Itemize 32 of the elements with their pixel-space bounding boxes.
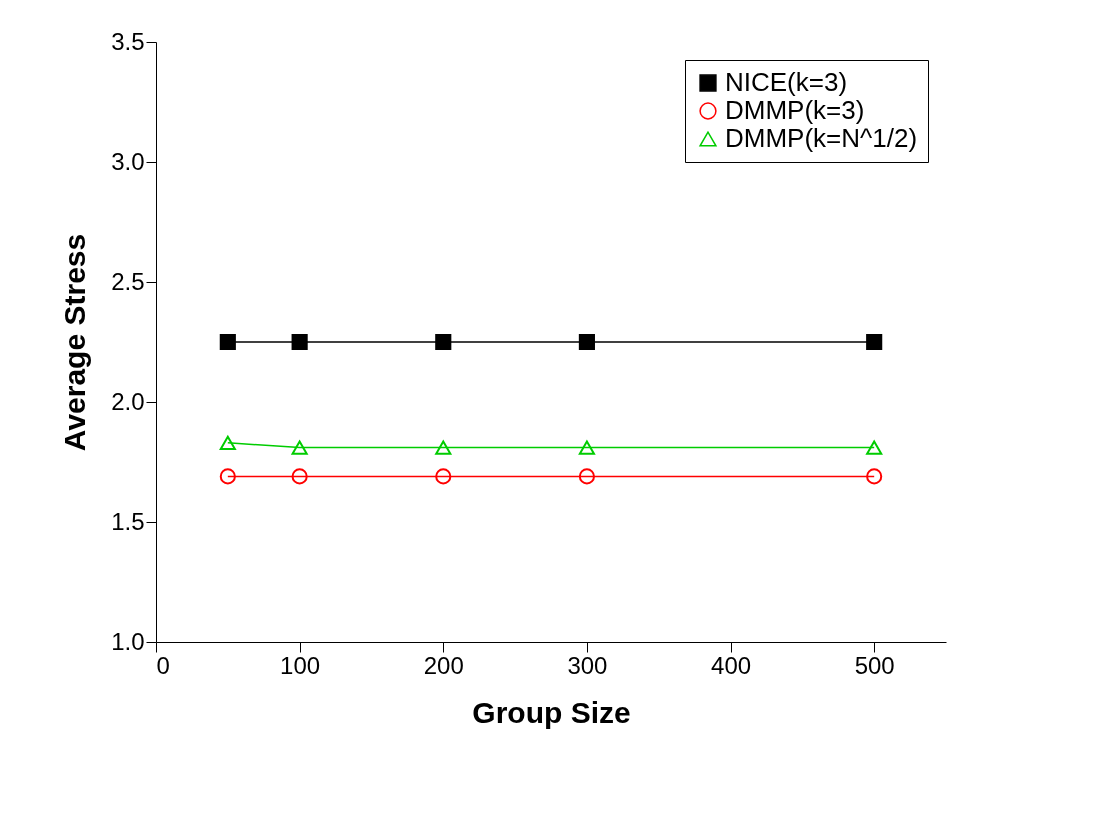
legend-label: NICE(k=3) xyxy=(725,67,848,97)
x-tick-label: 300 xyxy=(567,651,608,679)
point xyxy=(435,440,452,455)
point xyxy=(219,468,236,485)
x-tick-label: 0 xyxy=(156,651,170,679)
x-tick-label: 400 xyxy=(711,651,752,679)
point xyxy=(578,333,595,351)
legend-label: DMMP(k=N^1/2) xyxy=(725,123,918,153)
y-tick-label: 2.0 xyxy=(111,387,145,415)
y-axis-title: Average Stress xyxy=(58,233,92,452)
point xyxy=(219,333,236,351)
x-tick-label: 200 xyxy=(423,651,464,679)
x-tick-label: 500 xyxy=(854,651,895,679)
point xyxy=(435,333,452,351)
y-tick-label: 3.5 xyxy=(111,27,145,55)
point xyxy=(866,440,883,455)
point xyxy=(291,468,308,485)
point xyxy=(866,333,883,351)
x-axis-title: Group Size xyxy=(472,695,631,729)
point xyxy=(291,333,308,351)
point xyxy=(219,435,236,450)
point xyxy=(578,468,595,485)
legend-label: DMMP(k=3) xyxy=(725,95,865,125)
x-tick-label: 100 xyxy=(280,651,321,679)
point xyxy=(866,468,883,485)
y-tick-label: 1.5 xyxy=(111,507,145,535)
y-tick-label: 2.5 xyxy=(111,267,145,295)
y-tick-label: 1.0 xyxy=(111,627,145,655)
point xyxy=(435,468,452,485)
y-tick-label: 3.0 xyxy=(111,147,145,175)
point xyxy=(291,440,308,455)
point xyxy=(578,440,595,455)
